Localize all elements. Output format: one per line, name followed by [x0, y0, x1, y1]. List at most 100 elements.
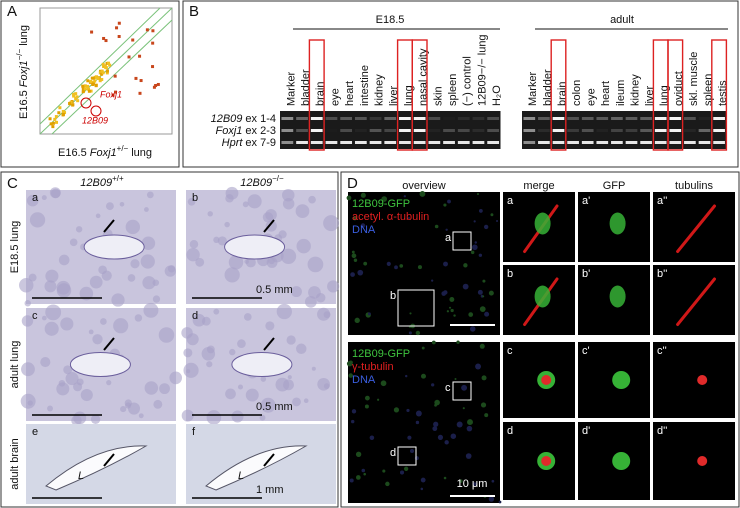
lane-label: spleen: [702, 74, 714, 106]
gel-band: [611, 129, 623, 132]
tissue-texture: [141, 236, 156, 251]
tissue-texture: [259, 414, 266, 421]
panel-letter: C: [7, 175, 18, 192]
gel-band: [457, 141, 470, 144]
dot: [108, 63, 112, 67]
gel-band: [523, 141, 536, 144]
tissue-texture: [73, 411, 87, 425]
airway: [69, 352, 131, 377]
tissue-texture: [49, 187, 61, 199]
dot: [115, 26, 119, 30]
dot: [138, 54, 142, 58]
roi-box: [397, 446, 417, 466]
micrograph: [653, 265, 735, 335]
genotype: +/−: [117, 144, 129, 153]
speckle: [443, 203, 447, 207]
dot: [131, 38, 135, 42]
speckle: [459, 479, 463, 483]
gel-band: [354, 141, 367, 144]
speckle: [355, 475, 361, 480]
highlight-box: [667, 39, 684, 151]
speckle: [434, 403, 437, 407]
gel-band: [443, 141, 455, 144]
speckle: [490, 213, 494, 217]
gene-name: 12B09: [211, 113, 243, 125]
speckle: [454, 377, 457, 381]
tissue-texture: [24, 300, 31, 307]
dot: [152, 85, 156, 89]
dot: [49, 122, 53, 126]
speckle: [404, 466, 409, 471]
tissue-texture: [237, 339, 246, 348]
speckle: [468, 312, 474, 317]
sub-label: b': [582, 268, 590, 280]
gel-band: [625, 117, 638, 120]
dot: [117, 21, 121, 25]
gel-band: [399, 129, 411, 132]
tissue-texture: [47, 405, 53, 412]
column-header: 12B09+/+: [80, 174, 124, 189]
dot: [76, 99, 80, 103]
tissue-texture: [186, 369, 191, 374]
dot: [51, 125, 55, 129]
sub-label: c': [582, 345, 590, 357]
speckle: [450, 308, 454, 313]
sub-label: c: [507, 345, 513, 357]
channel-label: DNA: [352, 374, 376, 386]
lane-label: (−) control: [462, 56, 474, 106]
speckle: [479, 343, 485, 349]
sub-label: d: [192, 310, 198, 322]
speckle: [445, 228, 448, 231]
speckle: [405, 374, 408, 378]
tissue-texture: [41, 195, 47, 201]
speckle: [470, 250, 475, 255]
speckle: [351, 253, 357, 259]
panel-letter: D: [347, 175, 358, 192]
tissue-texture: [158, 327, 175, 343]
tissue-texture: [260, 397, 276, 413]
tissue-texture: [144, 207, 149, 212]
tissue-texture: [65, 372, 79, 386]
dot: [113, 90, 117, 94]
dot: [94, 75, 98, 79]
dot: [113, 74, 117, 78]
tissue-texture: [296, 238, 311, 254]
channel-label: 12B09-GFP: [352, 198, 410, 210]
tissue-texture: [21, 362, 35, 377]
speckle: [484, 311, 490, 317]
gel-band: [684, 129, 696, 132]
tissue-texture: [56, 283, 72, 298]
tissue-texture: [228, 255, 244, 270]
gel-band: [472, 117, 485, 120]
dot: [111, 93, 115, 97]
speckle: [357, 269, 364, 276]
gel-band: [413, 117, 426, 120]
tissue-texture: [63, 365, 73, 375]
tissue-texture: [286, 335, 296, 345]
column-header: tubulins: [675, 180, 713, 192]
micrograph: [348, 342, 500, 503]
tissue-texture: [295, 204, 310, 219]
dot: [98, 79, 102, 83]
arrow: [263, 453, 275, 467]
gel-band: [310, 117, 323, 120]
gel-band: [654, 129, 667, 132]
row-label: E18.5 lung: [9, 221, 21, 274]
gel-band: [325, 117, 338, 120]
dot: [87, 87, 91, 91]
speckle: [406, 408, 410, 413]
panel-b-frame: [182, 0, 739, 168]
tissue-texture: [134, 314, 143, 322]
gel-band: [654, 141, 667, 144]
gel-band: [625, 141, 638, 144]
tissue-texture: [315, 292, 326, 303]
gel-band: [596, 141, 609, 144]
arrow: [263, 219, 275, 233]
speckle: [382, 469, 386, 473]
highlight-box: [550, 39, 567, 151]
gel-band: [384, 117, 397, 120]
lane-label: lung: [659, 85, 671, 106]
tissue-texture: [152, 279, 160, 286]
roi-label: b: [390, 290, 396, 302]
